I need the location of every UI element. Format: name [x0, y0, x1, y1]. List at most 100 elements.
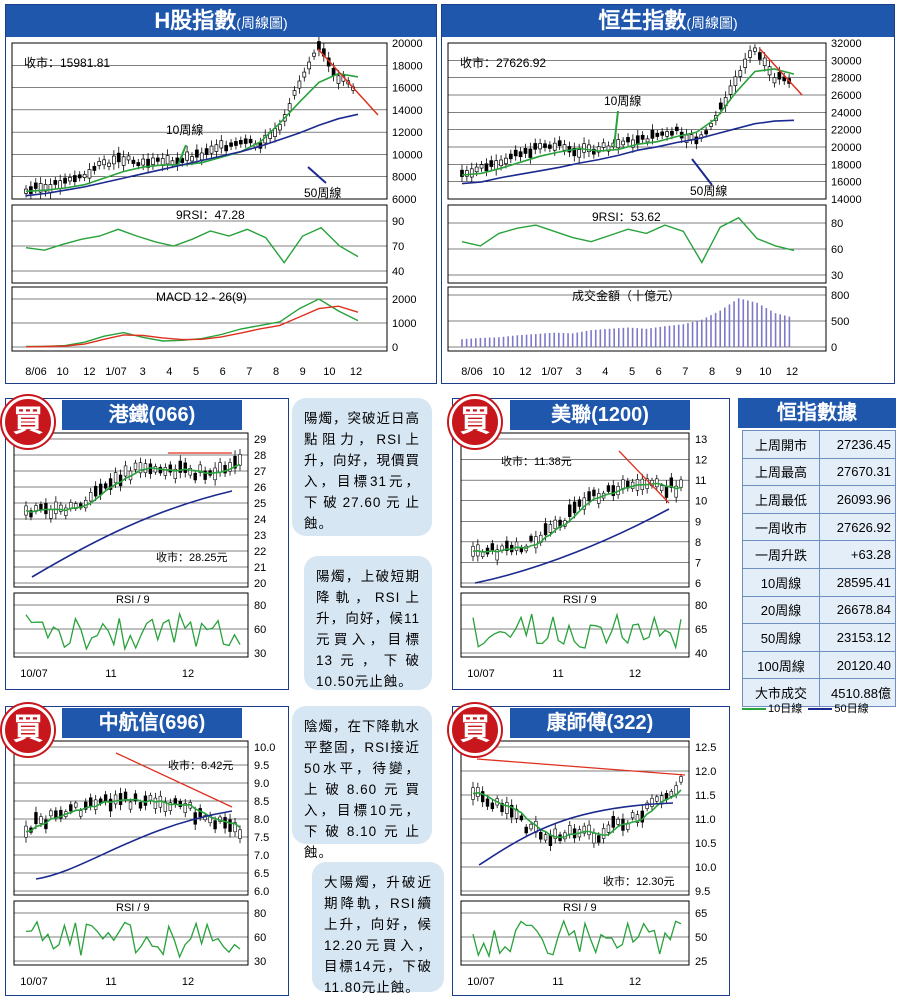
stock_cat-candle	[238, 829, 242, 839]
stats-legend: 10日線 50日線	[742, 700, 869, 716]
stats-row: 一周收市 27626.92	[742, 512, 896, 542]
hsi-volume-bar	[654, 327, 657, 347]
stock_cat-price-tick: 9.5	[254, 760, 269, 772]
hsi-volume-bar	[779, 314, 781, 347]
stock_cat-price-tick: 8.5	[254, 796, 269, 808]
stats-key: 一周升跌	[742, 540, 820, 569]
ksf-note: 大陽燭，升破近期降軌，RSI續上升，向好，候12.20元買入，目標14元，下破1…	[312, 862, 444, 995]
hsi-candle	[709, 122, 713, 127]
hshare-candle	[112, 155, 116, 165]
stock_mtr-candle	[123, 465, 128, 477]
stock_ksf-price-tick: 9.5	[695, 886, 710, 898]
stock_mtr-candle	[238, 454, 242, 466]
hshare-trend-line	[317, 48, 379, 116]
hsi-volume-bar	[751, 301, 754, 347]
hsi-candle	[694, 136, 699, 145]
stock_mtr-ma50-line	[31, 490, 233, 578]
stock_ksf-candle	[514, 808, 519, 819]
hshare-candle	[204, 148, 209, 155]
stock_ksf-candle	[524, 826, 528, 834]
hsi-volume-bar	[539, 333, 542, 347]
hshare-x-tick: 3	[140, 366, 146, 378]
hsi-volume-bar	[696, 320, 698, 347]
hsi-volume-bar	[774, 313, 777, 347]
stock_mtr-x-tick: 10/07	[20, 668, 48, 680]
stock_ksf-candle	[597, 835, 601, 843]
stock_mtr-candle	[133, 462, 138, 470]
hshare-candle	[131, 159, 136, 164]
hsi-rsi-line	[461, 216, 795, 264]
hshare-candle	[195, 149, 199, 158]
mtr-buy-stamp: 買	[2, 396, 54, 448]
stock_cat-x-tick: 12	[182, 976, 194, 988]
stock_ksf-price-tick: 12.0	[695, 766, 716, 778]
hsi-ma10-line	[461, 68, 795, 176]
hsi-price-tick: 20000	[831, 142, 862, 154]
stock_ksf-price-tick: 10.0	[695, 862, 716, 874]
hshare-candle	[297, 80, 302, 89]
hsi-candle	[777, 71, 782, 80]
cat-chart: 10.0 9.5 9.0 8.5 8.0 7.5 7.0 6.5 6.0 80 60 30 10/07 1…	[13, 740, 275, 988]
hsi-candle	[562, 144, 567, 151]
hsi-x-tick: 12	[786, 366, 798, 378]
hsi-price-tick: 22000	[831, 125, 862, 137]
stock_mtr-price-tick: 29	[254, 434, 266, 446]
stock_mtr-candle	[223, 465, 227, 474]
stock_ksf-candle	[601, 828, 606, 839]
stock_ksf-candle	[553, 828, 557, 839]
stock_mtr-rsi-tick: 30	[254, 648, 266, 660]
stats-key: 20周線	[742, 595, 820, 625]
stock_mtr-candle	[228, 462, 232, 472]
hshare-candle	[82, 174, 87, 178]
stock_mtr-candle	[143, 463, 148, 474]
stock_mtr-candle	[158, 466, 163, 474]
hsi-price-tick: 26000	[831, 90, 862, 102]
stock_ksf-rsi-label: RSI / 9	[563, 902, 597, 914]
stock_mei-candle	[611, 485, 615, 497]
stock_ksf-price-tick: 11.5	[695, 790, 716, 802]
hshare-macd-tick: 0	[392, 342, 398, 354]
stock_mtr-price-tick: 23	[254, 530, 266, 542]
stats-row: 上周最高 27670.31	[742, 457, 896, 487]
hsi-candle	[591, 148, 596, 155]
stats-key: 100周線	[742, 650, 820, 680]
stock_cat-x-tick: 11	[105, 976, 116, 988]
legend-ma50: 50日線	[834, 703, 869, 715]
hsi-candle	[772, 77, 777, 84]
stock_ksf-candle	[519, 815, 524, 821]
hsi-volume-bar	[641, 328, 643, 347]
hsi-volume-bar	[742, 299, 745, 347]
hsi-volume-bar	[724, 307, 726, 347]
hshare-x-tick: 10	[57, 366, 69, 378]
stock_cat-candle	[153, 797, 158, 809]
hshare-x-tick: 7	[246, 366, 252, 378]
hshare-candle	[336, 75, 341, 84]
stock_cat-candle	[44, 819, 48, 830]
hsi-rsi-tick: 30	[831, 270, 843, 282]
stock_cat-candle	[93, 799, 98, 810]
hshare-price-tick: 14000	[392, 105, 423, 117]
hsi-volume-bar	[567, 333, 569, 347]
stock_mtr-candle	[44, 503, 48, 515]
stock_mei-rsi-tick: 40	[695, 648, 707, 660]
stats-title: 恒指數據	[738, 398, 896, 428]
hsi-candle	[582, 143, 586, 153]
hsi-close-label: 收市：27626.92	[460, 55, 546, 70]
hshare-x-tick: 6	[220, 366, 226, 378]
hsi-title: 恒生指數(周線圖)	[442, 5, 894, 37]
stats-row: 上周開市 27236.45	[742, 430, 896, 459]
hsi-candle	[674, 126, 679, 132]
hsi-volume-bar	[747, 300, 749, 347]
hsi-volume-bar	[488, 337, 491, 347]
stock_cat-ma10-line	[25, 798, 241, 833]
hsi-price-tick: 24000	[831, 107, 862, 119]
stock_cat-candle	[183, 803, 187, 813]
stock_mei-price-tick: 8	[695, 537, 701, 549]
hsi-candle	[767, 66, 772, 76]
hshare-price-tick: 12000	[392, 127, 423, 139]
stats-key: 大市成交	[742, 678, 820, 707]
stock_mtr-candle	[54, 501, 58, 514]
stock_mtr-rsi-tick: 60	[254, 624, 266, 636]
hsi-candle	[757, 52, 762, 60]
stats-value: 27236.45	[819, 430, 896, 459]
